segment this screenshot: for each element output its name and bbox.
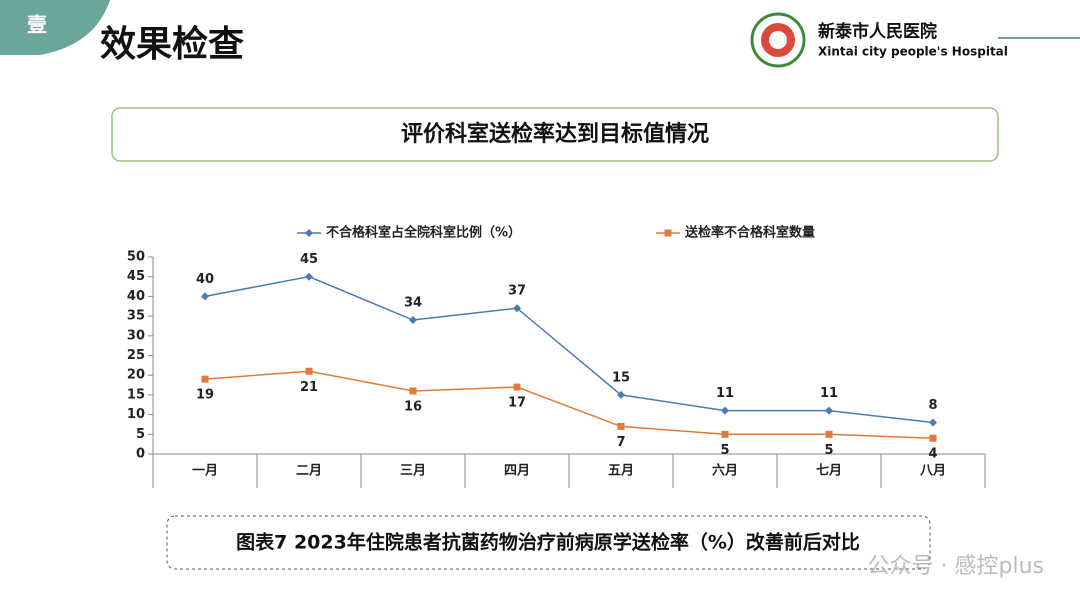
x-tick-label: 八月 [919, 464, 946, 479]
slide-title: 效果检查 [100, 24, 244, 65]
legend-label: 送检率不合格科室数量 [684, 225, 815, 241]
data-label: 11 [820, 386, 838, 401]
data-label: 16 [404, 399, 422, 414]
data-label: 8 [928, 398, 937, 413]
caption-box [166, 515, 931, 570]
point [305, 229, 313, 237]
line [204, 370, 934, 439]
point [825, 406, 833, 415]
y-tick-label: 35 [127, 309, 145, 324]
data-label: 37 [508, 284, 526, 299]
point [513, 383, 521, 391]
data-label: 19 [196, 388, 214, 403]
caption: 图表7 2023年住院患者抗菌药物治疗前病原学送检率（%）改善前后对比 [236, 531, 860, 554]
badge: 壹 [27, 13, 47, 37]
data-label: 5 [824, 443, 833, 458]
point [201, 292, 209, 301]
data-label: 34 [404, 296, 422, 311]
x-tick-label: 七月 [816, 464, 842, 479]
data-label: 7 [616, 435, 625, 450]
point [513, 304, 521, 313]
x-tick-label: 二月 [296, 464, 322, 479]
data-label: 4 [928, 447, 937, 462]
point [929, 434, 937, 442]
legend-label: 不合格科室占全院科室比例（%） [326, 225, 521, 241]
x-tick-label: 三月 [400, 464, 426, 479]
data-label: 21 [300, 380, 318, 395]
point [721, 406, 729, 415]
watermark: 公众号 · 感控plus [868, 554, 1044, 579]
y-tick-label: 45 [127, 269, 145, 284]
point [617, 422, 625, 430]
data-label: 11 [716, 386, 734, 401]
y-tick-label: 40 [127, 289, 145, 304]
hospital-name: 新泰市人民医院 [818, 21, 937, 42]
point [617, 390, 625, 399]
logo [750, 12, 806, 68]
data-label: 17 [508, 396, 526, 411]
y-tick-label: 15 [127, 387, 145, 402]
y-tick-label: 5 [136, 427, 145, 442]
data-label: 45 [300, 252, 318, 267]
title-box [111, 107, 999, 162]
point [721, 430, 729, 438]
point [929, 418, 937, 427]
box-title: 评价科室送检率达到目标值情况 [401, 121, 709, 147]
y-tick-label: 0 [136, 447, 145, 462]
x-tick-label: 五月 [608, 464, 634, 479]
point [305, 367, 313, 375]
point [825, 430, 833, 438]
point [409, 387, 417, 395]
x-tick-label: 四月 [504, 464, 530, 479]
point [201, 375, 209, 383]
y-tick-label: 10 [127, 407, 145, 422]
point [409, 316, 417, 325]
x-tick-label: 一月 [192, 464, 218, 479]
y-tick-label: 50 [127, 250, 145, 265]
y-tick-label: 20 [127, 368, 145, 383]
data-label: 40 [196, 272, 214, 287]
data-label: 5 [720, 443, 729, 458]
line [204, 275, 934, 424]
badge-tab [0, 0, 110, 55]
y-tick-label: 25 [127, 348, 145, 363]
x-tick-label: 六月 [712, 463, 738, 479]
hospital-name-en: Xintai city people's Hospital [818, 45, 1008, 59]
point [664, 229, 672, 237]
y-tick-label: 30 [127, 328, 145, 343]
data-label: 15 [612, 370, 630, 385]
point [305, 272, 313, 281]
